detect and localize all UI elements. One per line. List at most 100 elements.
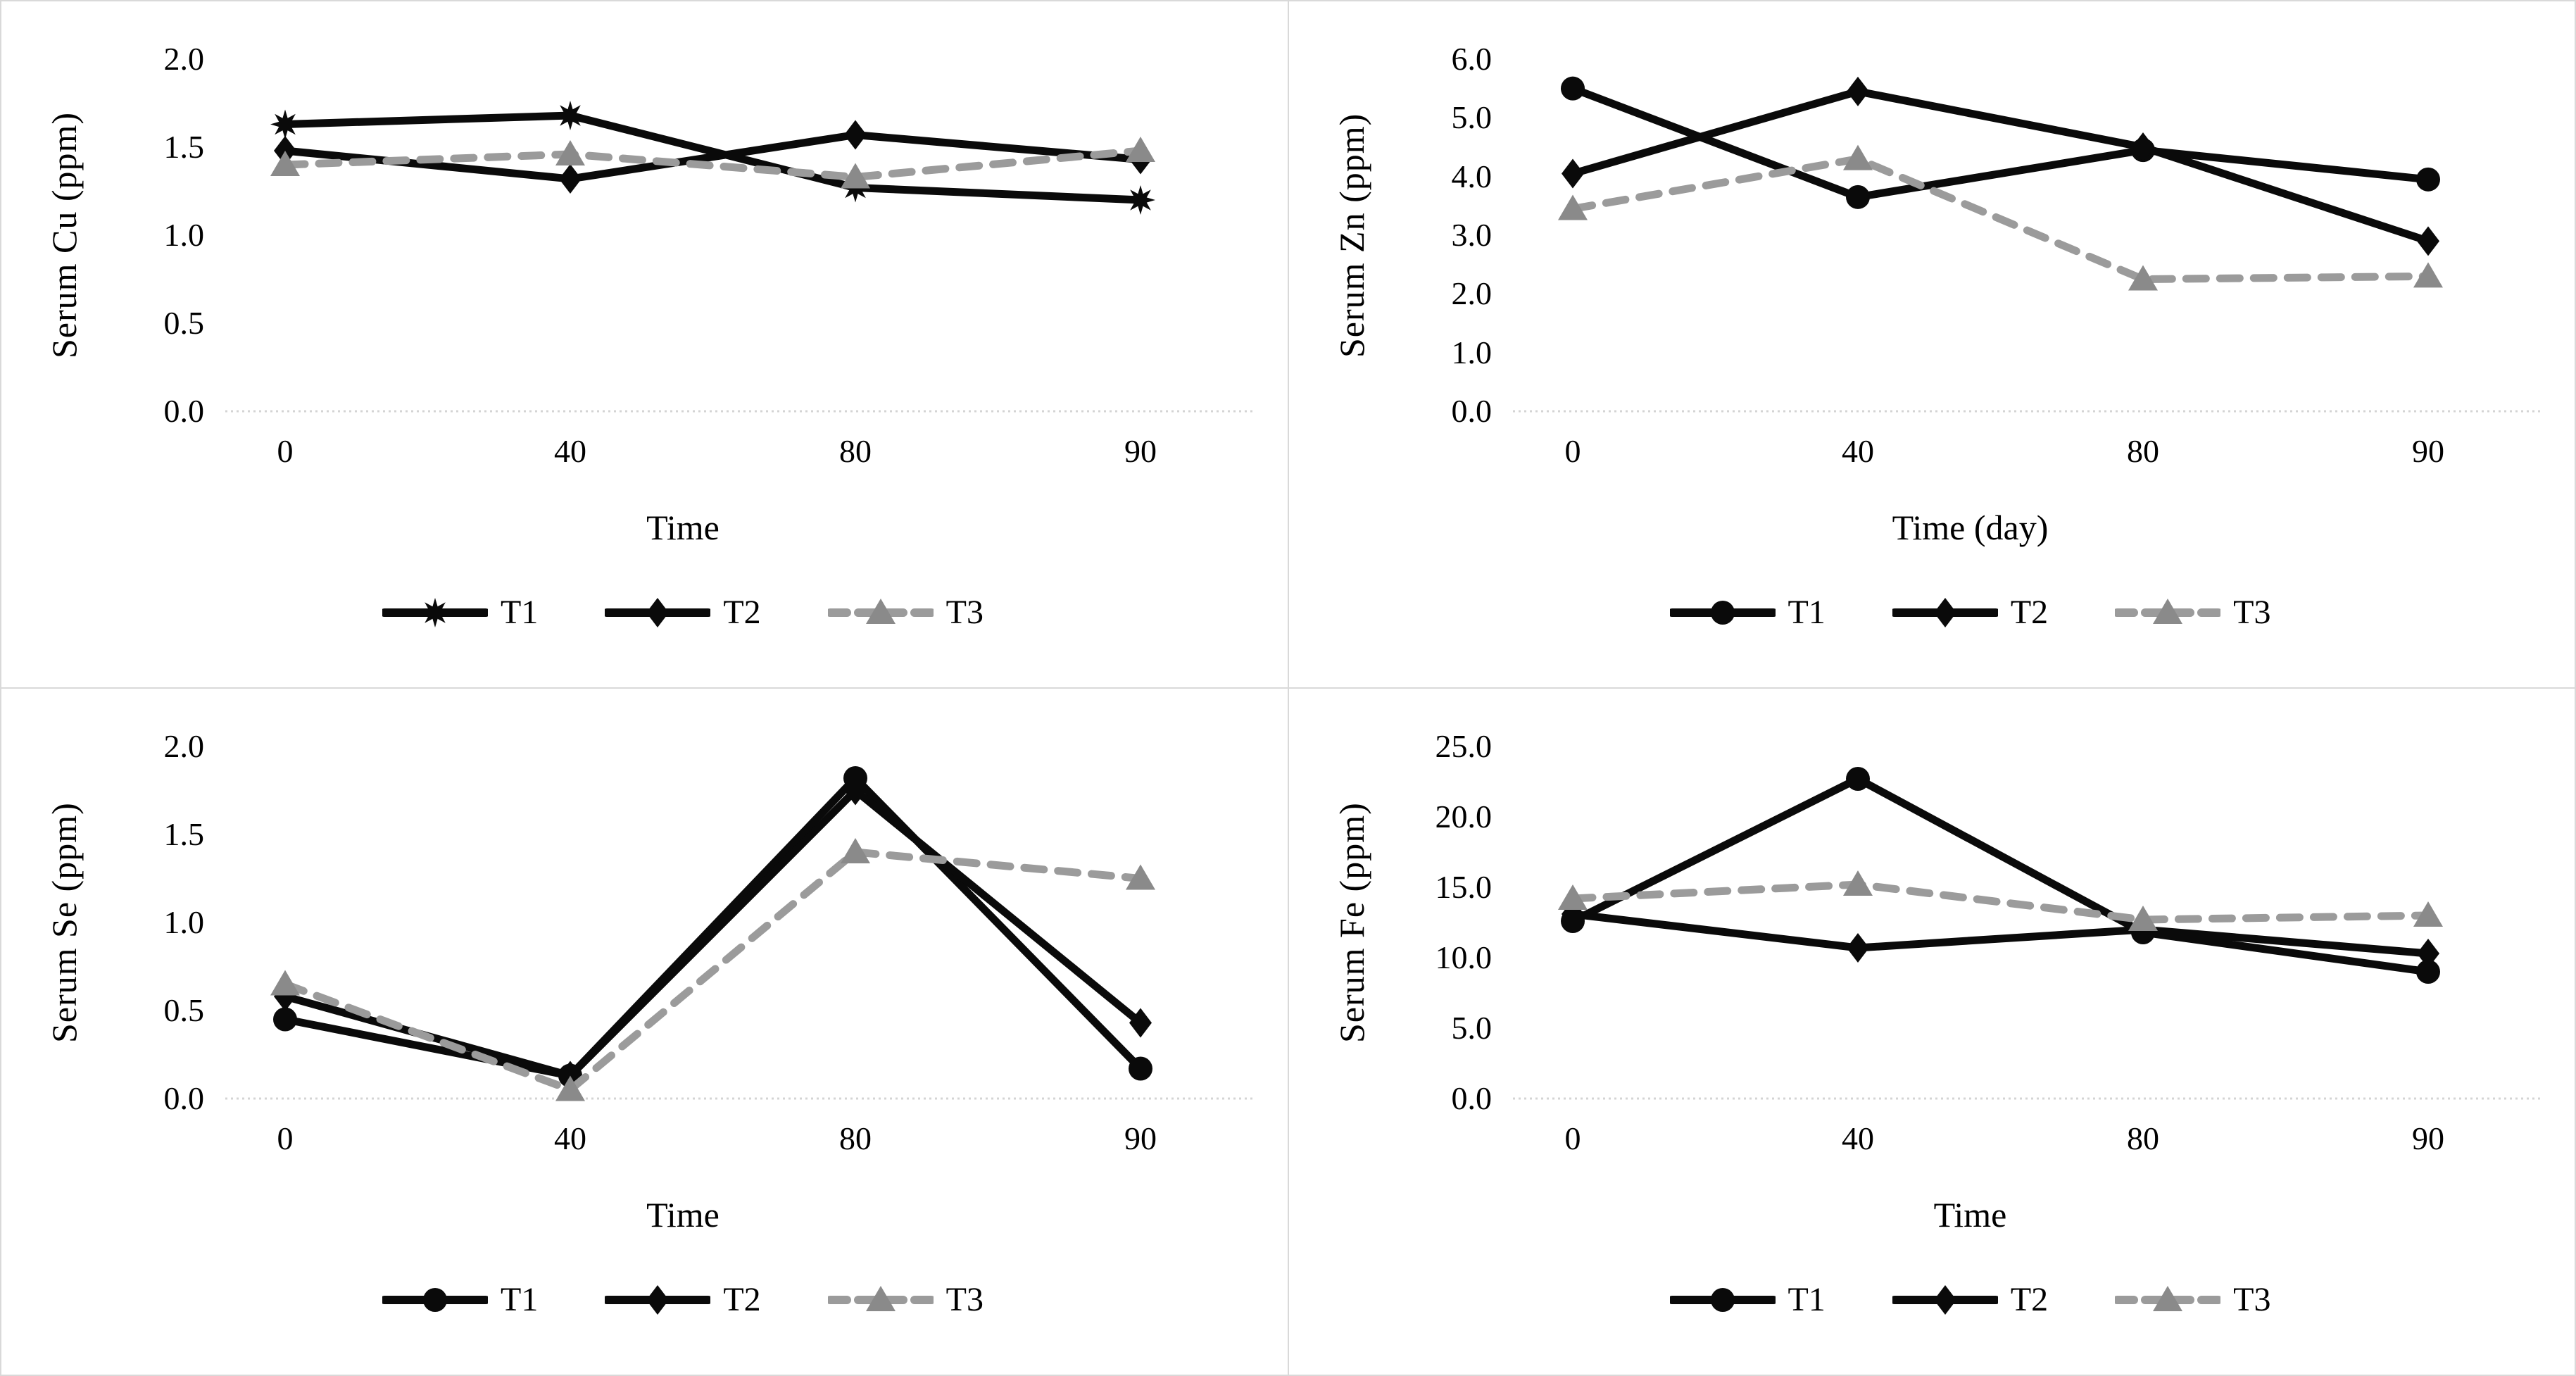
chart-panel-serum-fe: Serum Fe (ppm) 25.0 20.0 15.0 10.0 5.0 0… [1288, 689, 2575, 1375]
y-tick-label: 0.0 [1451, 393, 1492, 429]
T3-triangle-marker [1126, 864, 1155, 890]
y-tick-label: 20.0 [1435, 799, 1492, 834]
legend-item-t2: T2 [605, 593, 761, 632]
T2-diamond-marker [2416, 226, 2439, 256]
T2-diamond-marker [844, 120, 867, 150]
legend-item-t1: T1 [1669, 593, 1826, 632]
legend-T2-diamond-marker [1933, 597, 1956, 627]
zn-line-chart: 6.0 5.0 4.0 3.0 2.0 1.0 0.0 0 40 80 90 [1451, 41, 2542, 469]
T1-circle-marker [1560, 76, 1585, 101]
x-tick-label: 80 [2127, 433, 2159, 469]
x-tick-label: 80 [839, 433, 872, 469]
legend-T3-triangle-marker [2153, 1285, 2183, 1311]
legend-item-t2: T2 [605, 1280, 761, 1319]
legend-label: T3 [945, 594, 984, 631]
legend-item-t3: T3 [827, 1280, 984, 1319]
series-line-T1 [1569, 85, 2432, 201]
legend-label: T2 [723, 1281, 761, 1318]
chart-panel-serum-se: Serum Se (ppm) 2.0 1.5 1.0 0.5 0.0 0 40 … [1, 689, 1288, 1375]
t1-series-marker-icon [382, 597, 488, 627]
se-chart-area: Serum Se (ppm) 2.0 1.5 1.0 0.5 0.0 0 40 … [23, 704, 1288, 1190]
y-tick-label: 0.0 [164, 1080, 205, 1116]
legend-item-t2: T2 [1892, 1280, 2048, 1319]
y-tick-label: 2.0 [164, 41, 205, 77]
series-line-T2 [1569, 910, 2432, 958]
y-tick-label: 3.0 [1451, 217, 1492, 253]
T2-diamond-marker [1846, 933, 1869, 963]
x-tick-label: 0 [1564, 1120, 1581, 1156]
legend-label: T1 [1788, 594, 1826, 631]
T1-circle-marker [1129, 1056, 1152, 1081]
x-tick-label: 40 [554, 1120, 586, 1156]
y-tick-label: 6.0 [1451, 41, 1492, 77]
legend-T2-diamond-marker [1933, 1284, 1956, 1315]
T3-triangle-marker [1842, 870, 1873, 896]
x-tick-label: 90 [2412, 1120, 2444, 1156]
fe-x-axis-title: Time [1933, 1195, 2007, 1234]
T3-triangle-marker [1126, 137, 1155, 162]
t1-series-marker-icon [1669, 600, 1776, 625]
cu-chart-area: Serum Cu (ppm) 2.0 1.5 1.0 0.5 0.0 0 40 … [23, 17, 1288, 503]
t3-series-marker-icon [2115, 598, 2221, 624]
x-tick-label: 90 [2412, 433, 2444, 469]
legend-T2-diamond-marker [646, 1284, 670, 1315]
t2-series-marker-icon [605, 597, 711, 627]
se-y-axis-title: Serum Se (ppm) [44, 802, 84, 1043]
y-tick-label: 0.5 [164, 992, 205, 1028]
legend-label: T2 [723, 594, 761, 631]
T3-triangle-marker [555, 1075, 585, 1101]
zn-y-axis-title: Serum Zn (ppm) [1331, 113, 1371, 358]
y-tick-label: 0.0 [164, 393, 205, 429]
y-tick-label: 0.5 [164, 305, 205, 341]
T2-diamond-marker [2131, 132, 2154, 162]
fe-y-axis-title: Serum Fe (ppm) [1331, 802, 1371, 1043]
legend-item-t3: T3 [2115, 593, 2270, 632]
y-tick-label: 5.0 [1451, 99, 1492, 135]
T2-diamond-marker [559, 164, 582, 194]
x-tick-label: 90 [1124, 1120, 1157, 1156]
legend-T1-circle-marker [1710, 1287, 1735, 1312]
y-tick-label: 15.0 [1435, 869, 1492, 905]
series-line-T1 [281, 773, 1145, 1080]
series-line-T3 [281, 848, 1145, 1094]
legend-label: T3 [2233, 1281, 2271, 1318]
legend-T3-triangle-marker [2153, 598, 2183, 624]
T3-triangle-marker [2128, 265, 2158, 291]
legend-item-t1: T1 [382, 1280, 538, 1319]
cu-x-axis-title: Time [646, 508, 720, 547]
T2-diamond-marker [2416, 939, 2439, 968]
chart-panel-serum-zn: Serum Zn (ppm) 6.0 5.0 4.0 3.0 2.0 1.0 0… [1288, 1, 2575, 687]
x-tick-label: 0 [277, 1120, 294, 1156]
legend-T1-circle-marker [423, 1287, 447, 1312]
se-legend: T1 T2 T3 [106, 1280, 1260, 1319]
y-tick-label: 1.5 [164, 129, 205, 165]
legend-item-t1: T1 [382, 593, 538, 632]
series-layer [270, 766, 1155, 1101]
T2-diamond-marker [844, 775, 867, 806]
T1-star-marker [1126, 185, 1155, 215]
legend-label: T3 [945, 1281, 984, 1318]
legend-label: T3 [2233, 594, 2271, 631]
fe-chart-area: Serum Fe (ppm) 25.0 20.0 15.0 10.0 5.0 0… [1310, 704, 2575, 1190]
y-tick-label: 0.0 [1451, 1080, 1492, 1116]
T1-circle-marker [273, 1007, 297, 1032]
t3-series-marker-icon [827, 598, 934, 624]
T3-triangle-marker [2413, 262, 2443, 288]
t2-series-marker-icon [1892, 1284, 1998, 1315]
cu-y-axis-title: Serum Cu (ppm) [44, 111, 84, 359]
x-tick-label: 40 [554, 433, 586, 469]
legend-label: T1 [501, 1281, 539, 1318]
legend-label: T1 [1788, 1281, 1826, 1318]
series-line-T1 [281, 111, 1145, 204]
T3-triangle-marker [2413, 901, 2443, 927]
zn-legend: T1 T2 T3 [1393, 593, 2548, 632]
T1-star-marker [270, 109, 300, 139]
x-tick-label: 80 [839, 1120, 872, 1156]
legend-T3-triangle-marker [865, 598, 896, 624]
cu-line-chart: 2.0 1.5 1.0 0.5 0.0 0 40 80 90 [164, 41, 1255, 469]
y-tick-label: 2.0 [1451, 275, 1492, 311]
legend-item-t2: T2 [1892, 593, 2048, 632]
T1-star-marker [555, 101, 585, 130]
series-layer [1557, 76, 2443, 291]
T3-triangle-marker [270, 151, 300, 176]
